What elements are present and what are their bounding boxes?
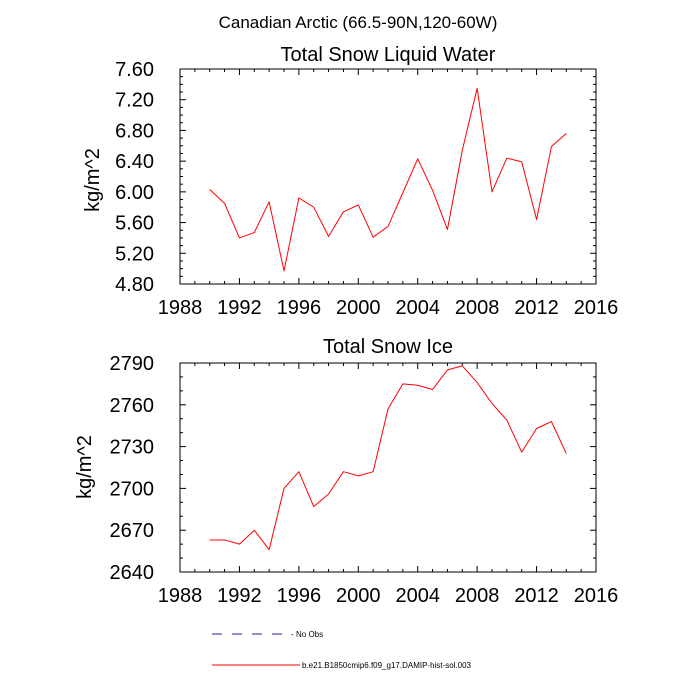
x-tick-label: 2008 bbox=[455, 585, 500, 607]
legend: - No Obs b.e21.B1850cmip6.f09_g17.DAMIP-… bbox=[212, 630, 472, 670]
x-tick-label: 2008 bbox=[455, 297, 500, 319]
axis-ticks: 1988 1992 1996 2000 2004 2008 2012 2016 4.80 5.20… bbox=[115, 59, 618, 319]
panel-title: Total Snow Liquid Water bbox=[281, 44, 496, 66]
series-line bbox=[209, 365, 567, 551]
x-tick-label: 1996 bbox=[277, 585, 322, 607]
series-marks bbox=[209, 87, 567, 272]
x-tick-label: 1992 bbox=[217, 585, 262, 607]
plot-frame bbox=[179, 362, 597, 573]
plot-frame bbox=[179, 68, 597, 285]
y-axis-label: kg/m^2 bbox=[74, 435, 96, 499]
x-tick-label: 2016 bbox=[574, 297, 619, 319]
figure-title: Canadian Arctic (66.5-90N,120-60W) bbox=[219, 13, 498, 32]
x-tick-label: 2000 bbox=[336, 297, 381, 319]
y-tick-label: 6.00 bbox=[115, 182, 154, 204]
y-tick-label: 6.80 bbox=[115, 120, 154, 142]
y-tick-label: 2790 bbox=[110, 353, 155, 375]
x-tick-label: 2004 bbox=[395, 585, 440, 607]
x-tick-label: 2016 bbox=[574, 585, 619, 607]
legend-model-label: b.e21.B1850cmip6.f09_g17.DAMIP-hist-sol.… bbox=[302, 661, 472, 670]
axis-ticks: 1988 1992 1996 2000 2004 2008 2012 2016 2640 2670… bbox=[110, 353, 619, 607]
x-tick-label: 1996 bbox=[277, 297, 322, 319]
legend-obs-dash: - bbox=[291, 630, 294, 639]
y-tick-label: 5.60 bbox=[115, 213, 154, 235]
x-tick-label: 2012 bbox=[514, 297, 559, 319]
y-tick-label: 4.80 bbox=[115, 274, 154, 296]
panel-title: Total Snow Ice bbox=[323, 336, 453, 358]
y-tick-label: 2760 bbox=[110, 395, 155, 417]
y-tick-label: 2640 bbox=[110, 562, 155, 584]
x-tick-label: 1988 bbox=[158, 297, 203, 319]
x-tick-label: 1988 bbox=[158, 585, 203, 607]
panel-snow-liquid-water: Total Snow Liquid Water kg/m^2 1988 1992 1… bbox=[82, 44, 618, 319]
y-tick-label: 7.20 bbox=[115, 90, 154, 112]
series-line bbox=[209, 87, 567, 272]
x-tick-label: 2000 bbox=[336, 585, 381, 607]
y-axis-label: kg/m^2 bbox=[82, 148, 104, 212]
panel-snow-ice: Total Snow Ice kg/m^2 1988 1992 1996 2000 20… bbox=[74, 336, 618, 607]
x-tick-label: 2004 bbox=[395, 297, 440, 319]
y-tick-label: 5.20 bbox=[115, 243, 154, 265]
x-tick-label: 2012 bbox=[514, 585, 559, 607]
x-tick-label: 1992 bbox=[217, 297, 262, 319]
y-tick-label: 6.40 bbox=[115, 151, 154, 173]
y-tick-label: 2700 bbox=[110, 478, 155, 500]
y-tick-label: 7.60 bbox=[115, 59, 154, 81]
y-tick-label: 2670 bbox=[110, 520, 155, 542]
y-tick-label: 2730 bbox=[110, 437, 155, 459]
series-marks bbox=[209, 365, 567, 551]
legend-obs-label: No Obs bbox=[296, 630, 323, 639]
